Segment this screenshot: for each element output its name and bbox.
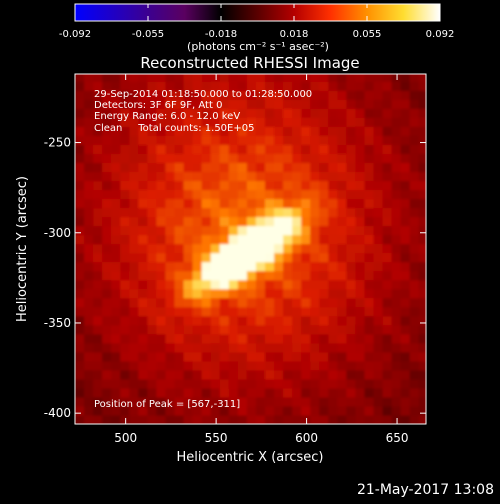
colorbar: -0.092 -0.055 -0.018 0.018 0.055 0.092 (photo… bbox=[59, 3, 454, 53]
footer-timestamp: 21-May-2017 13:08 bbox=[357, 482, 494, 498]
colorbar-tick-label: -0.055 bbox=[132, 29, 164, 40]
y-tick-label: -250 bbox=[44, 136, 71, 150]
axis-ticks: 500 550 600 650 -250 -300 -350 -400 bbox=[44, 74, 426, 445]
x-tick-label: 650 bbox=[386, 431, 409, 445]
y-tick-label: -300 bbox=[44, 226, 71, 240]
x-axis-label: Heliocentric X (arcsec) bbox=[177, 450, 324, 465]
colorbar-tick-label: -0.092 bbox=[59, 29, 91, 40]
y-tick-label: -350 bbox=[44, 316, 71, 330]
plot-frame bbox=[74, 73, 427, 425]
chart-title: Reconstructed RHESSI Image bbox=[140, 54, 359, 72]
colorbar-tick-label: 0.018 bbox=[280, 29, 309, 40]
colorbar-tick-label: -0.018 bbox=[205, 29, 237, 40]
colorbar-tick-label: 0.092 bbox=[426, 29, 455, 40]
x-tick-label: 500 bbox=[114, 431, 137, 445]
x-tick-label: 550 bbox=[205, 431, 228, 445]
y-axis-label: Heliocentric Y (arcsec) bbox=[15, 176, 30, 322]
annotation-peak: Position of Peak = [567,-311] bbox=[94, 399, 240, 410]
colorbar-units: (photons cm⁻² s⁻¹ asec⁻²) bbox=[187, 40, 329, 53]
annotation-time: 29-Sep-2014 01:18:50.000 to 01:28:50.000 bbox=[94, 89, 312, 100]
annotations: 29-Sep-2014 01:18:50.000 to 01:28:50.000… bbox=[94, 89, 312, 410]
y-tick-label: -400 bbox=[44, 406, 71, 420]
annotation-clean: Clean Total counts: 1.50E+05 bbox=[94, 123, 254, 134]
colorbar-ticks: -0.092 -0.055 -0.018 0.018 0.055 0.092 bbox=[59, 4, 454, 40]
colorbar-tick-label: 0.055 bbox=[353, 29, 382, 40]
heatmap-image bbox=[75, 74, 426, 424]
annotation-detectors: Detectors: 3F 6F 9F, Att 0 bbox=[94, 100, 222, 111]
annotation-energy: Energy Range: 6.0 - 12.0 keV bbox=[94, 111, 240, 122]
heatmap-plot: 500 550 600 650 -250 -300 -350 -400 bbox=[44, 73, 427, 445]
x-tick-label: 600 bbox=[295, 431, 318, 445]
colorbar-gradient bbox=[74, 3, 441, 22]
